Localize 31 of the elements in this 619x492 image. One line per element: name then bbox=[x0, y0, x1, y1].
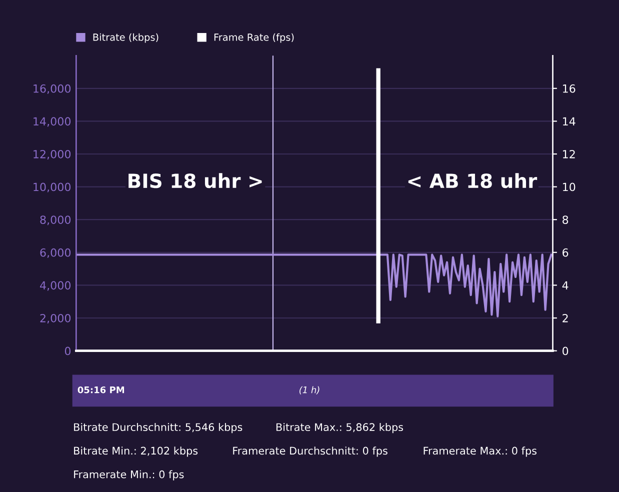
y-tick-label: 16,000 bbox=[34, 84, 71, 94]
text: Bitrate Durchschnitt: 5,546 kbps bbox=[74, 423, 242, 434]
legend-label: Frame Rate (fps) bbox=[214, 33, 294, 43]
y-tick-label: 4,000 bbox=[40, 281, 71, 291]
y-tick-label: 8,000 bbox=[40, 216, 71, 226]
y-tick-label: 12,000 bbox=[34, 150, 71, 160]
annotation: < AB 18 uhr bbox=[408, 173, 538, 188]
y2-tick-label: 8 bbox=[562, 216, 568, 224]
y-tick-label: 0 bbox=[64, 346, 71, 356]
y-tick-label: 14,000 bbox=[34, 117, 71, 127]
y2-tick-label: 0 bbox=[562, 346, 568, 356]
y2-tick-label: 4 bbox=[562, 281, 568, 290]
text: 05:16 PM bbox=[78, 386, 124, 394]
text: (1 h) bbox=[300, 386, 320, 394]
y2-tick-label: 16 bbox=[563, 84, 576, 93]
legend-label: Bitrate (kbps) bbox=[93, 33, 158, 43]
y2-tick-label: 6 bbox=[562, 248, 568, 257]
line-series bbox=[76, 254, 552, 318]
annotation: BIS 18 uhr > bbox=[128, 173, 262, 188]
text: Bitrate Max.: 5,862 kbps bbox=[276, 423, 404, 434]
y2-tick-label: 12 bbox=[563, 150, 575, 158]
y-tick-label: 2,000 bbox=[40, 314, 71, 324]
y-tick-label: 10,000 bbox=[34, 182, 71, 192]
y2-tick-label: 10 bbox=[563, 182, 576, 192]
y-tick-label: 6,000 bbox=[40, 248, 71, 258]
text: Framerate Min.: 0 fps bbox=[74, 470, 184, 480]
y2-tick-label: 14 bbox=[563, 117, 576, 126]
text: Framerate Durchschnitt: 0 fps bbox=[233, 446, 388, 457]
y2-tick-label: 2 bbox=[562, 314, 568, 322]
text: Framerate Max.: 0 fps bbox=[424, 446, 537, 457]
text: Bitrate Min.: 2,102 kbps bbox=[74, 446, 198, 457]
